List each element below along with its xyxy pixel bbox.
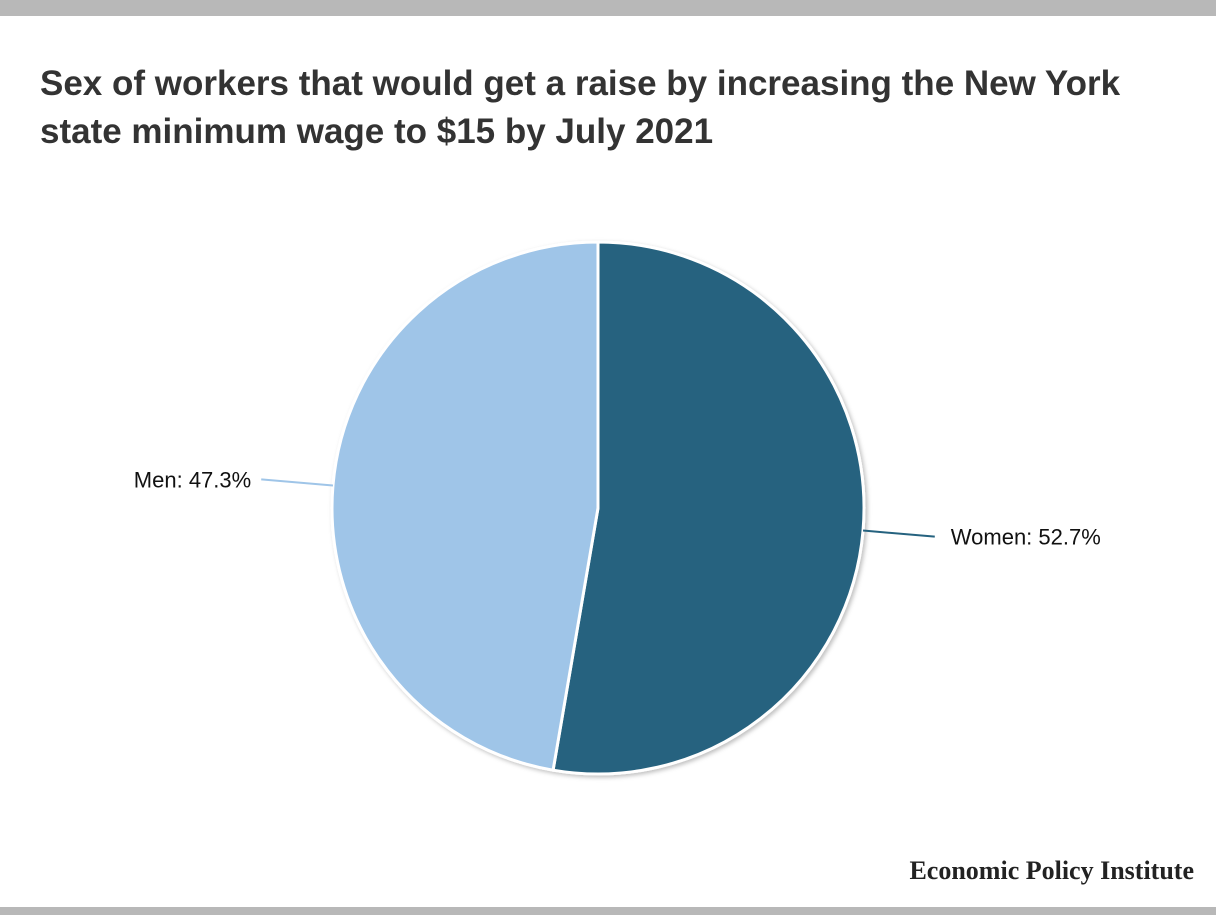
source-credit: Economic Policy Institute	[909, 856, 1194, 885]
top-border-bar	[0, 0, 1216, 16]
data-label-women: Women: 52.7%	[951, 525, 1101, 550]
data-label-men: Men: 47.3%	[134, 467, 251, 492]
bottom-border-bar	[0, 907, 1216, 915]
leader-line-women	[862, 529, 935, 538]
chart-title: Sex of workers that would get a raise by…	[40, 64, 1121, 151]
pie-slice-men	[330, 240, 600, 772]
leader-line-men	[261, 478, 334, 487]
pie-slice-women	[551, 240, 866, 776]
